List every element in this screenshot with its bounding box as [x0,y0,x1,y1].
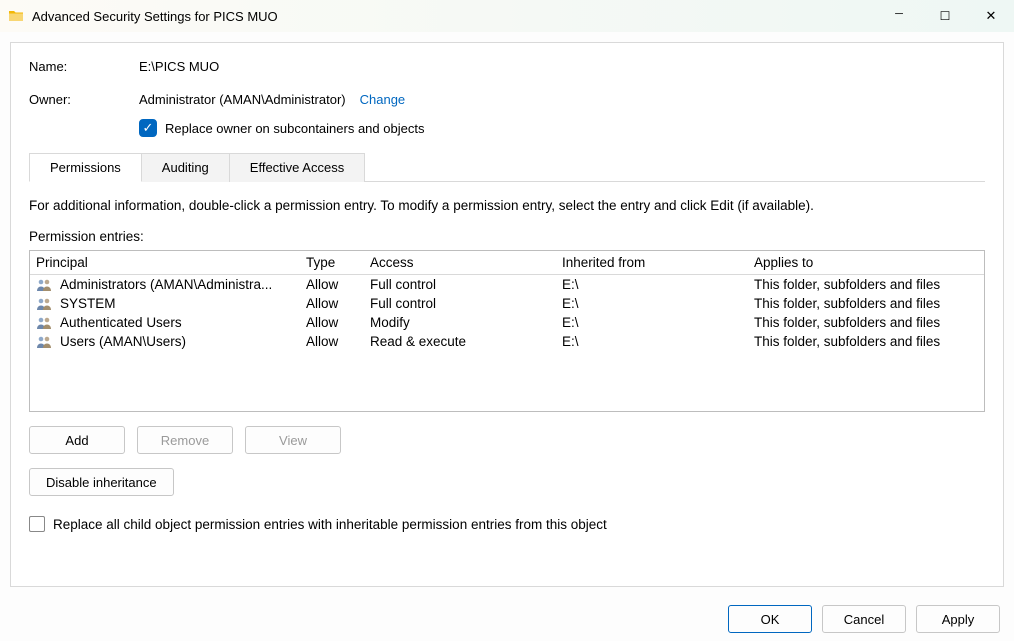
minimize-button[interactable] [876,0,922,32]
group-icon [36,335,54,349]
replace-child-label: Replace all child object permission entr… [53,517,607,532]
col-principal[interactable]: Principal [36,255,306,270]
col-inherited[interactable]: Inherited from [562,255,754,270]
close-button[interactable] [968,0,1014,32]
cell-applies: This folder, subfolders and files [754,315,978,330]
cell-applies: This folder, subfolders and files [754,296,978,311]
cell-access: Read & execute [370,334,562,349]
dialog-body: Name: E:\PICS MUO Owner: Administrator (… [10,42,1004,587]
name-label: Name: [29,59,139,74]
cell-type: Allow [306,296,370,311]
view-button[interactable]: View [245,426,341,454]
replace-owner-checkbox[interactable]: ✓ [139,119,157,137]
cell-applies: This folder, subfolders and files [754,277,978,292]
action-buttons: Add Remove View [29,426,985,454]
table-row[interactable]: SYSTEM AllowFull controlE:\This folder, s… [30,294,984,313]
table-row[interactable]: Authenticated Users AllowModifyE:\This fo… [30,313,984,332]
cell-principal: SYSTEM [60,296,116,311]
cell-inherited: E:\ [562,315,754,330]
row-owner: Owner: Administrator (AMAN\Administrator… [29,92,985,137]
add-button[interactable]: Add [29,426,125,454]
dialog-footer: OK Cancel Apply [728,605,1000,633]
table-row[interactable]: Administrators (AMAN\Administra... AllowF… [30,275,984,294]
group-icon [36,297,54,311]
cell-type: Allow [306,315,370,330]
replace-child-row: ✓ Replace all child object permission en… [29,516,985,532]
cell-principal: Authenticated Users [60,315,182,330]
remove-button[interactable]: Remove [137,426,233,454]
cell-type: Allow [306,334,370,349]
row-name: Name: E:\PICS MUO [29,59,985,74]
cell-type: Allow [306,277,370,292]
change-owner-link[interactable]: Change [360,92,406,107]
entries-label: Permission entries: [29,229,985,244]
tabs: Permissions Auditing Effective Access [29,153,985,182]
grid-header: Principal Type Access Inherited from App… [30,251,984,275]
titlebar: Advanced Security Settings for PICS MUO [0,0,1014,32]
maximize-button[interactable] [922,0,968,32]
replace-owner-label: Replace owner on subcontainers and objec… [165,121,424,136]
tab-body: For additional information, double-click… [29,181,985,532]
group-icon [36,316,54,330]
tab-auditing[interactable]: Auditing [142,153,230,182]
group-icon [36,278,54,292]
owner-label: Owner: [29,92,139,107]
col-type[interactable]: Type [306,255,370,270]
col-applies[interactable]: Applies to [754,255,978,270]
replace-owner-row: ✓ Replace owner on subcontainers and obj… [139,119,424,137]
cancel-button[interactable]: Cancel [822,605,906,633]
folder-icon [8,8,24,24]
window-title: Advanced Security Settings for PICS MUO [32,9,876,24]
ok-button[interactable]: OK [728,605,812,633]
replace-child-checkbox[interactable]: ✓ [29,516,45,532]
cell-access: Full control [370,277,562,292]
cell-inherited: E:\ [562,334,754,349]
table-row[interactable]: Users (AMAN\Users) AllowRead & executeE:\… [30,332,984,351]
inheritance-buttons: Disable inheritance [29,468,985,496]
col-access[interactable]: Access [370,255,562,270]
cell-access: Modify [370,315,562,330]
cell-inherited: E:\ [562,277,754,292]
hint-text: For additional information, double-click… [29,198,985,213]
cell-access: Full control [370,296,562,311]
tab-effective-access[interactable]: Effective Access [230,153,365,182]
cell-applies: This folder, subfolders and files [754,334,978,349]
tab-permissions[interactable]: Permissions [29,153,142,182]
cell-principal: Users (AMAN\Users) [60,334,186,349]
name-value: E:\PICS MUO [139,59,219,74]
owner-value: Administrator (AMAN\Administrator) [139,92,346,107]
disable-inheritance-button[interactable]: Disable inheritance [29,468,174,496]
cell-inherited: E:\ [562,296,754,311]
permissions-grid: Principal Type Access Inherited from App… [29,250,985,412]
window-controls [876,0,1014,32]
apply-button[interactable]: Apply [916,605,1000,633]
cell-principal: Administrators (AMAN\Administra... [60,277,272,292]
